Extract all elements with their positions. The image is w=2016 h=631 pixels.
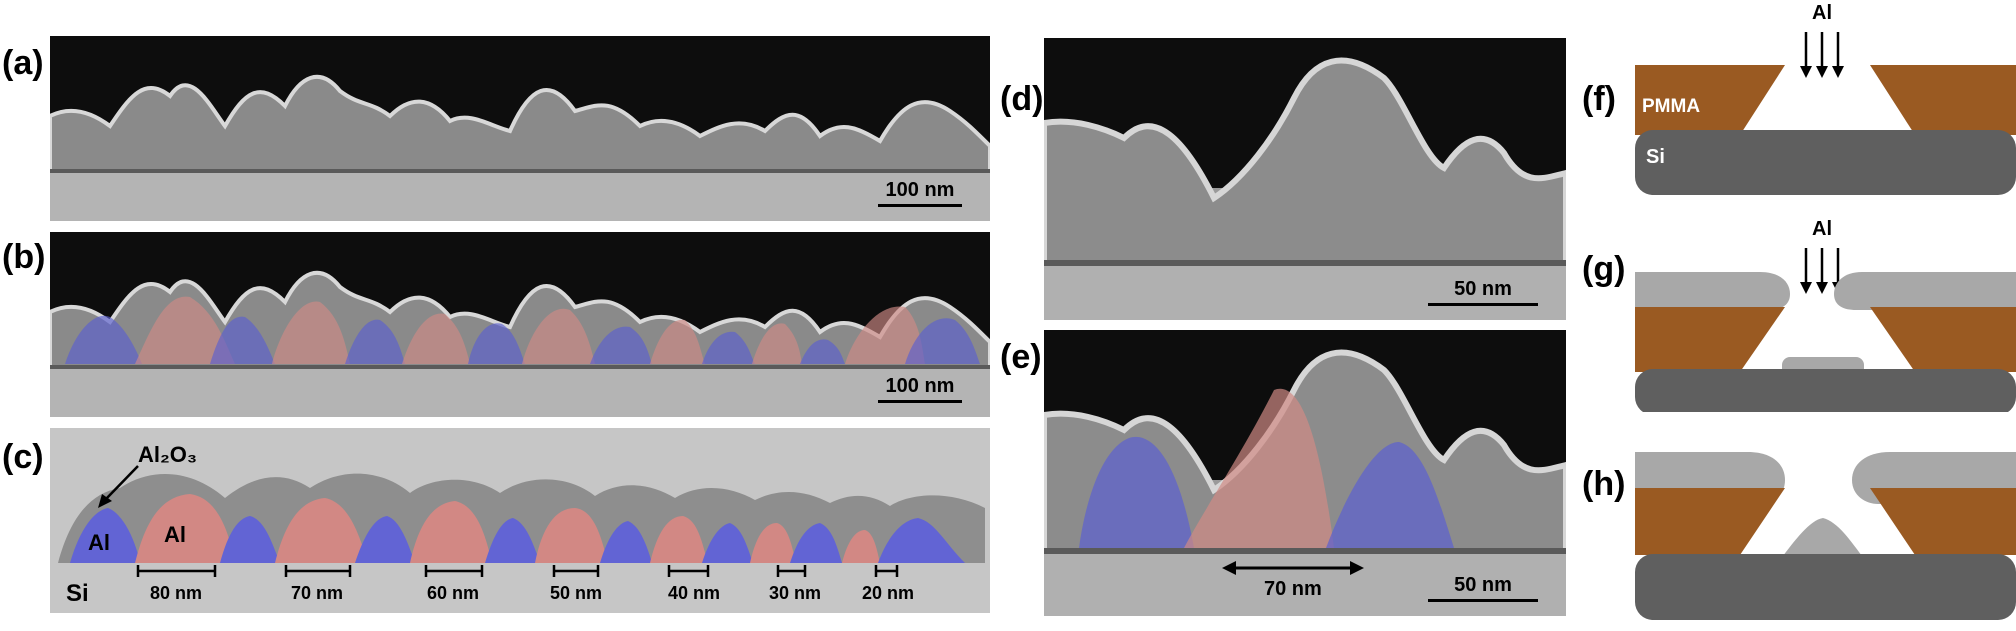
- al-source-label-g: Al: [1812, 218, 1832, 240]
- grain-red-c7: [842, 530, 880, 563]
- scalebar-label-e: 50 nm: [1454, 574, 1512, 596]
- panel-label-c: (c): [2, 438, 44, 476]
- si-label-c: Si: [66, 580, 89, 607]
- grain-red-b3: [402, 313, 470, 364]
- gap-markers: [136, 565, 899, 577]
- tem-image-a: 100 nm: [50, 36, 990, 221]
- grain-red-c5: [650, 516, 708, 563]
- gap-label-80: 80 nm: [150, 583, 203, 603]
- tem-image-e: 70 nm 50 nm: [1044, 330, 1566, 616]
- grain-red-c1: [135, 494, 235, 563]
- panel-label-g: (g): [1582, 250, 1626, 288]
- scalebar-line-a: [878, 204, 962, 207]
- panel-label-a: (a): [2, 44, 44, 82]
- grain-blue-c5: [600, 521, 652, 563]
- si-substrate-f: [1635, 130, 2016, 195]
- panel-label-e: (e): [1000, 338, 1042, 376]
- gap-label-50: 50 nm: [550, 583, 603, 603]
- grain-blue-e1: [1079, 436, 1194, 548]
- scalebar-label-a: 100 nm: [885, 179, 955, 201]
- grain-blue-c3: [355, 516, 415, 563]
- scalebar-line-b: [878, 400, 962, 403]
- grain-blue-b1: [65, 315, 142, 364]
- scalebar-a: 100 nm: [878, 179, 962, 207]
- pmma-left-h: [1635, 488, 1785, 555]
- grain-blue-c2: [220, 516, 280, 563]
- grain-blue-b6: [702, 331, 755, 364]
- gap-label-20: 20 nm: [862, 583, 915, 603]
- scalebar-label-b: 100 nm: [885, 375, 955, 397]
- schematic-c: Al₂O₃ Al Al Si 80 nm 70 nm 60 nm 50 nm 4…: [50, 428, 990, 613]
- gap-label-60: 60 nm: [427, 583, 480, 603]
- grain-blue-b2: [210, 316, 275, 364]
- scalebar-label-d: 50 nm: [1454, 278, 1512, 300]
- scalebar-e: 50 nm: [1428, 574, 1538, 602]
- oxide-label: Al₂O₃: [138, 442, 198, 467]
- grain-blue-b5: [590, 326, 652, 364]
- pmma-right-f: [1870, 65, 2016, 135]
- pmma-left-g: [1635, 307, 1785, 372]
- grain-blue-b4: [468, 323, 525, 364]
- grain-blue-c6: [702, 523, 753, 563]
- grain-red-b4: [522, 308, 595, 364]
- grain-blue-c1: [70, 508, 140, 563]
- pmma-label: PMMA: [1642, 96, 1701, 117]
- grain-red-c6: [750, 523, 796, 563]
- grain-blue-c4: [485, 518, 540, 563]
- panel-label-d: (d): [1000, 80, 1044, 118]
- al-label-blue: Al: [88, 530, 110, 555]
- al-label-red: Al: [164, 522, 186, 547]
- scalebar-line-d: [1428, 303, 1538, 306]
- gap-label-40: 40 nm: [668, 583, 721, 603]
- si-substrate-g: [1635, 369, 2016, 415]
- grain-red-c3: [410, 501, 492, 563]
- grain-red-b5: [650, 319, 705, 364]
- tem-image-b: 100 nm: [50, 232, 990, 417]
- panel-label-b: (b): [2, 238, 46, 276]
- grain-red-b6: [752, 323, 802, 364]
- panel-label-f: (f): [1582, 80, 1616, 118]
- grain-blue-e2: [1326, 442, 1454, 548]
- pmma-left-f: [1635, 65, 1785, 135]
- al-triangle-h: [1780, 518, 1865, 560]
- grain-red-c4: [535, 508, 608, 563]
- scalebar-line-e: [1428, 599, 1538, 602]
- tem-image-d: 50 nm: [1044, 38, 1566, 320]
- grain-red-e1: [1184, 388, 1334, 548]
- schematic-g: Al: [1630, 212, 2016, 415]
- schematic-f: Al PMMA Si: [1630, 0, 2016, 200]
- pmma-right-h: [1870, 488, 2016, 555]
- panel-label-h: (h): [1582, 465, 1626, 503]
- schematic-h: [1630, 440, 2016, 626]
- al-source-label-f: Al: [1812, 2, 1832, 24]
- grain-blue-c8: [878, 518, 965, 563]
- grain-blue-b7: [800, 339, 845, 364]
- grain-blue-c7: [790, 523, 842, 563]
- gap-label-30: 30 nm: [769, 583, 822, 603]
- al-cap-right-g: [1834, 272, 2016, 310]
- pmma-right-g: [1870, 307, 2016, 372]
- grain-red-b1: [135, 296, 235, 364]
- gap-arrowhead-left-e: [1222, 561, 1236, 575]
- si-label-f: Si: [1646, 146, 1665, 168]
- si-substrate-h: [1635, 554, 2016, 620]
- al-cap-left-g: [1635, 272, 1790, 310]
- gap-arrowhead-right-e: [1350, 561, 1364, 575]
- grain-red-b2: [272, 301, 350, 364]
- scalebar-b: 100 nm: [878, 375, 962, 403]
- grain-red-c2: [275, 498, 368, 563]
- gap-label-70: 70 nm: [291, 583, 344, 603]
- oxide-arrow: [104, 465, 139, 501]
- grain-red-b7: [845, 306, 925, 364]
- scalebar-d: 50 nm: [1428, 278, 1538, 306]
- grain-blue-b3: [345, 319, 405, 364]
- oxide-arrowhead: [98, 494, 112, 508]
- grain-blue-b8: [905, 318, 980, 364]
- gap-label-e: 70 nm: [1264, 578, 1322, 600]
